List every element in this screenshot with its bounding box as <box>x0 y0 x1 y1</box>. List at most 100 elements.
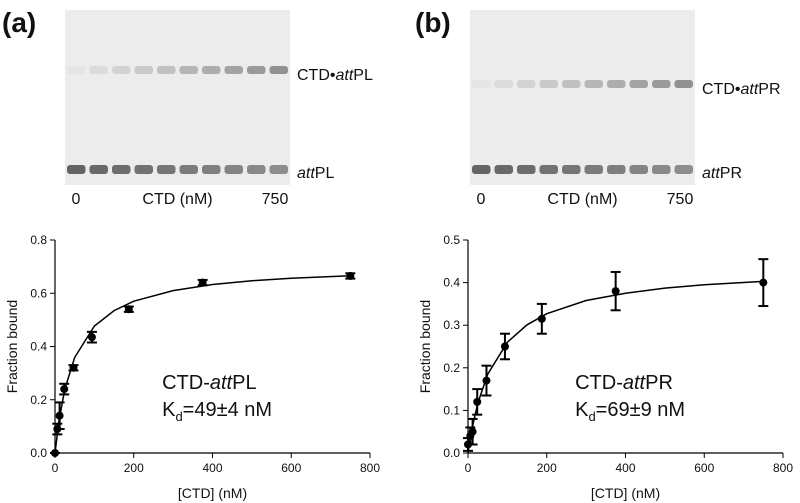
annotation-part: CTD- <box>162 372 210 394</box>
kd-label-part: =69±9 nM <box>596 399 685 421</box>
gel-bound-label-part: CTD• <box>297 67 335 84</box>
y-axis-label: Fraction bound <box>4 300 20 393</box>
x-axis-label: [CTD] (nM) <box>591 485 660 501</box>
gel-bound-label: CTD•attPL <box>297 67 373 84</box>
panel-label: (a) <box>2 7 36 38</box>
data-point <box>537 314 546 323</box>
gel-band-free <box>224 165 243 174</box>
gel-lane-label: 750 <box>262 191 289 208</box>
gel-band-bound <box>89 66 108 74</box>
data-point <box>69 363 78 372</box>
gel-band-bound <box>629 80 648 88</box>
gel-band-free <box>89 165 108 174</box>
gel-band-free <box>269 165 288 174</box>
x-tick-label: 0 <box>465 461 472 475</box>
gel-bound-label-part: PL <box>353 67 373 84</box>
gel-band-bound <box>202 66 221 74</box>
gel-bound-label: CTD•attPR <box>702 81 781 98</box>
y-tick-label: 0.3 <box>443 318 460 332</box>
gel-band-bound <box>607 80 626 88</box>
annotation-part: att <box>210 372 234 394</box>
annotation-part: att <box>623 372 647 394</box>
y-tick-label: 0.4 <box>30 340 47 354</box>
gel-band-bound <box>157 66 176 74</box>
data-point <box>198 278 207 287</box>
gel-lane-label: CTD (nM) <box>142 191 212 208</box>
gel-band-free <box>134 165 153 174</box>
gel-band-bound <box>112 66 131 74</box>
y-tick-label: 0.2 <box>30 393 47 407</box>
x-tick-label: 600 <box>694 461 714 475</box>
gel-band-bound <box>539 80 558 88</box>
gel-band-bound <box>472 80 491 88</box>
gel-image <box>65 10 290 185</box>
gel-band-bound <box>494 80 513 88</box>
gel-band-free <box>247 165 266 174</box>
gel-lane-label: 0 <box>477 191 486 208</box>
gel-band-free <box>494 165 513 174</box>
y-tick-label: 0.8 <box>30 233 47 247</box>
gel-lane-label: CTD (nM) <box>547 191 617 208</box>
x-tick-label: 200 <box>537 461 557 475</box>
gel-band-bound <box>562 80 581 88</box>
y-axis-label: Fraction bound <box>417 300 433 393</box>
data-point <box>87 333 96 342</box>
gel-band-free <box>517 165 536 174</box>
panel-label: (b) <box>415 7 451 38</box>
gel-band-free <box>472 165 491 174</box>
gel-free-label-part: att <box>297 165 315 182</box>
data-point <box>60 385 69 394</box>
data-point <box>759 278 768 287</box>
gel-band-bound <box>134 66 153 74</box>
gel-image <box>470 10 695 185</box>
gel-band-bound <box>67 66 86 74</box>
gel-band-bound <box>224 66 243 74</box>
gel-band-bound <box>517 80 536 88</box>
kd-label: Kd=69±9 nM <box>575 399 685 424</box>
y-tick-label: 0.6 <box>30 286 47 300</box>
data-point <box>468 427 477 436</box>
annotation: CTD-attPL <box>162 372 256 394</box>
x-tick-label: 600 <box>281 461 301 475</box>
y-tick-label: 0.2 <box>443 361 460 375</box>
gel-band-free <box>562 165 581 174</box>
annotation-part: PL <box>232 372 256 394</box>
y-tick-label: 0.1 <box>443 403 460 417</box>
y-tick-label: 0.0 <box>443 446 460 460</box>
gel-band-bound <box>584 80 603 88</box>
annotation: CTD-attPR <box>575 372 673 394</box>
kd-label: Kd=49±4 nM <box>162 399 272 424</box>
gel-band-free <box>607 165 626 174</box>
data-point <box>55 411 64 420</box>
gel-bound-label-part: CTD• <box>702 81 740 98</box>
gel-band-free <box>202 165 221 174</box>
gel-free-label-part: PL <box>315 165 335 182</box>
x-tick-label: 800 <box>360 461 380 475</box>
kd-label-part: d <box>175 409 182 424</box>
gel-band-free <box>652 165 671 174</box>
gel-band-bound <box>247 66 266 74</box>
x-tick-label: 400 <box>615 461 635 475</box>
gel-band-bound <box>674 80 693 88</box>
y-tick-label: 0.5 <box>443 233 460 247</box>
gel-band-bound <box>269 66 288 74</box>
fit-line <box>54 274 351 454</box>
annotation-part: PR <box>645 372 673 394</box>
x-tick-label: 400 <box>202 461 222 475</box>
data-point <box>124 305 133 314</box>
data-point <box>611 287 620 296</box>
gel-free-label-part: att <box>702 165 720 182</box>
gel-lane-label: 0 <box>72 191 81 208</box>
gel-lane-label: 750 <box>667 191 694 208</box>
gel-bound-label-part: att <box>740 81 758 98</box>
x-tick-label: 0 <box>52 461 59 475</box>
data-point <box>51 449 59 457</box>
gel-band-free <box>112 165 131 174</box>
data-point <box>482 376 491 385</box>
y-tick-label: 0.4 <box>443 276 460 290</box>
gel-band-free <box>539 165 558 174</box>
x-axis-label: [CTD] (nM) <box>178 485 247 501</box>
data-point <box>500 342 509 351</box>
data-point <box>346 271 355 280</box>
